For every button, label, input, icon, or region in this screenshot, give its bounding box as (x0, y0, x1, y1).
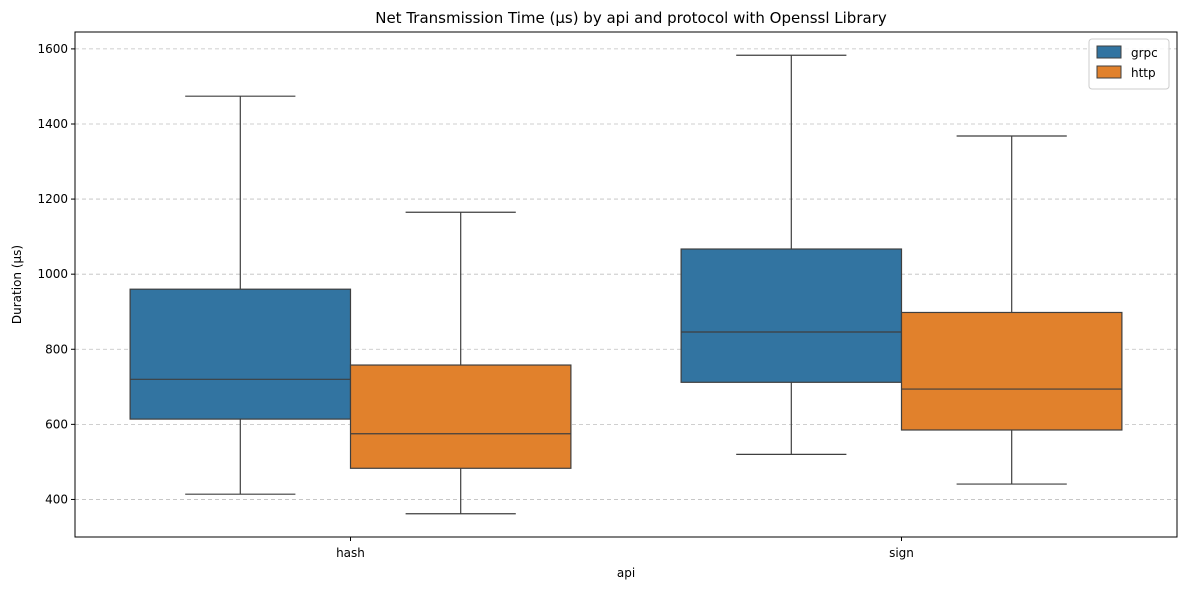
plot-area-frame (74, 31, 1178, 538)
y-tick-label: 1400 (37, 117, 68, 131)
iqr-box (900, 311, 1123, 431)
iqr-box (129, 288, 352, 420)
chart-title: Net Transmission Time (µs) by api and pr… (375, 9, 887, 27)
y-tick-label: 400 (45, 492, 68, 506)
legend-swatch-grpc (1096, 45, 1122, 59)
y-axis-label: Duration (µs) (10, 245, 24, 324)
iqr-box (349, 364, 572, 469)
legend: grpc http (1088, 38, 1170, 90)
box-grpc-hash (129, 95, 352, 495)
legend-label-http: http (1131, 66, 1156, 80)
y-tick-label: 1200 (37, 192, 68, 206)
legend-label-grpc: grpc (1131, 46, 1158, 60)
y-tick-label: 800 (45, 342, 68, 356)
box-grpc-sign (680, 54, 903, 455)
box-http-hash (349, 211, 572, 515)
legend-swatch-http (1096, 65, 1122, 79)
y-tick-label: 1600 (37, 42, 68, 56)
y-tick-label: 1000 (37, 267, 68, 281)
x-axis-label: api (617, 566, 635, 580)
x-tick-label: hash (336, 546, 365, 560)
axes: 400 600 800 1000 1200 1400 1600 hash sign (37, 42, 913, 560)
x-tick-label: sign (889, 546, 914, 560)
y-tick-label: 600 (45, 417, 68, 431)
box-http-sign (900, 135, 1123, 485)
iqr-box (680, 248, 903, 383)
boxes (129, 54, 1123, 515)
